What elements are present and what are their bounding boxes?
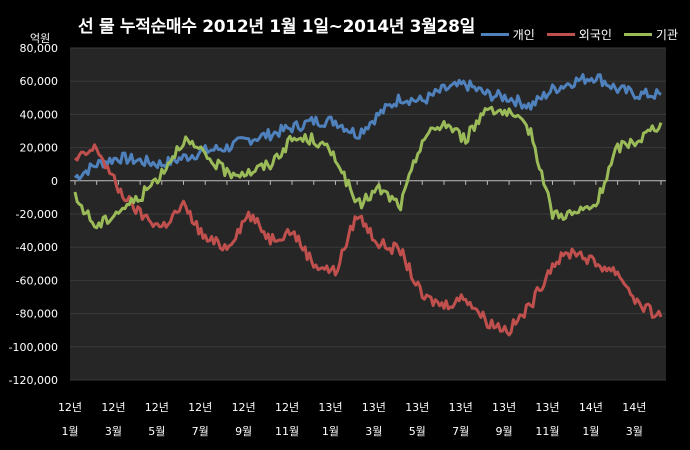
legend-swatch-institution — [623, 33, 652, 36]
x-tick-year: 12년 — [275, 401, 299, 414]
x-tick-month: 5월 — [148, 425, 165, 438]
x-tick-month: 7월 — [452, 425, 469, 438]
y-unit-label: 억원 — [30, 32, 51, 45]
legend-item-institution: 기관 — [623, 26, 678, 43]
y-tick-label: -40,000 — [16, 241, 58, 254]
legend-swatch-individual — [480, 33, 509, 36]
x-tick-month: 3월 — [105, 425, 122, 438]
y-tick-label: 0 — [51, 175, 58, 188]
x-tick-month: 3월 — [626, 425, 643, 438]
y-tick-label: 60,000 — [20, 75, 59, 88]
legend-swatch-foreign — [546, 33, 575, 36]
legend-item-foreign: 외국인 — [546, 26, 612, 43]
x-tick-month: 1월 — [582, 425, 599, 438]
legend-label-institution: 기관 — [655, 28, 678, 42]
x-tick-year: 12년 — [101, 401, 125, 414]
legend-label-individual: 개인 — [512, 28, 535, 42]
x-tick-month: 9월 — [496, 425, 513, 438]
x-tick-month: 9월 — [235, 425, 252, 438]
x-tick-year: 12년 — [188, 401, 212, 414]
legend-label-foreign: 외국인 — [578, 28, 612, 42]
series-foreign — [74, 143, 663, 337]
y-tick-label: -80,000 — [16, 308, 58, 321]
x-tick-year: 13년 — [318, 401, 342, 414]
x-tick-month: 11월 — [275, 425, 299, 438]
x-tick-month: 7월 — [192, 425, 209, 438]
x-tick-year: 12년 — [58, 401, 82, 414]
y-tick-label: -120,000 — [9, 374, 58, 387]
y-tick-label: 80,000 — [20, 42, 59, 55]
chart-title: 선 물 누적순매수 2012년 1월 1일~2014년 3월28일 — [78, 17, 475, 37]
x-tick-year: 13년 — [405, 401, 429, 414]
y-tick-label: 20,000 — [20, 142, 59, 155]
y-tick-label: -20,000 — [16, 208, 58, 221]
x-tick-year: 14년 — [579, 401, 603, 414]
series-institution — [73, 105, 663, 230]
x-tick-month: 11월 — [535, 425, 559, 438]
legend-item-individual: 개인 — [480, 26, 535, 43]
x-tick-month: 1월 — [322, 425, 339, 438]
legend: 개인 외국인 기관 — [480, 26, 678, 43]
x-tick-month: 5월 — [409, 425, 426, 438]
y-tick-label: 40,000 — [20, 108, 59, 121]
y-tick-label: -100,000 — [9, 341, 58, 354]
x-tick-month: 1월 — [61, 425, 78, 438]
y-tick-label: -60,000 — [16, 274, 58, 287]
x-tick-year: 13년 — [362, 401, 386, 414]
x-tick-year: 13년 — [449, 401, 473, 414]
x-tick-year: 12년 — [145, 401, 169, 414]
x-tick-year: 13년 — [492, 401, 516, 414]
x-tick-month: 3월 — [365, 425, 382, 438]
x-tick-year: 13년 — [535, 401, 559, 414]
x-tick-year: 12년 — [232, 401, 256, 414]
x-tick-year: 14년 — [622, 401, 646, 414]
